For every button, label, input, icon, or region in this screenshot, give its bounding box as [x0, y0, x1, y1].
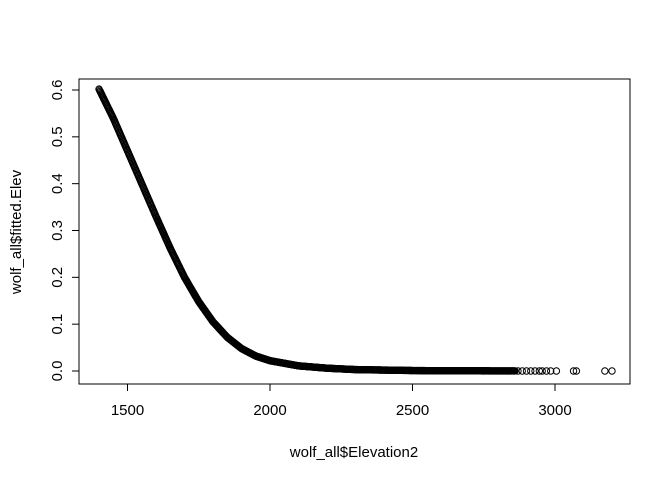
y-axis-label: wolf_all$fitted.Elev	[8, 169, 25, 295]
x-axis: 1500 2000 2500 3000	[111, 383, 572, 419]
x-tick-label: 3000	[538, 402, 571, 419]
data-point	[511, 367, 519, 375]
y-tick-label: 0.1	[49, 314, 66, 335]
y-tick-label: 0.4	[49, 173, 66, 194]
y-tick-label: 0.2	[49, 267, 66, 288]
x-tick-label: 2000	[253, 402, 286, 419]
y-tick-label: 0.3	[49, 220, 66, 241]
data-point	[514, 367, 522, 375]
x-axis-label: wolf_all$Elevation2	[289, 444, 418, 461]
data-point	[527, 367, 535, 375]
data-point	[547, 367, 555, 375]
y-axis: 0.0 0.1 0.2 0.3 0.4 0.5 0.6	[49, 80, 80, 382]
x-tick-label: 2500	[396, 402, 429, 419]
x-tick-label: 1500	[111, 402, 144, 419]
data-point	[522, 367, 531, 375]
data-point	[569, 367, 578, 375]
data-point	[572, 367, 581, 375]
data-point	[538, 367, 546, 375]
data-point	[601, 367, 609, 375]
data-point	[518, 367, 526, 375]
data-point	[608, 367, 616, 375]
data-points	[95, 85, 616, 375]
data-point	[552, 367, 561, 375]
data-point	[535, 367, 544, 375]
y-tick-label: 0.6	[49, 80, 66, 101]
y-tick-label: 0.5	[49, 126, 66, 147]
data-point	[531, 367, 539, 375]
data-point	[542, 367, 551, 375]
y-tick-label: 0.0	[49, 361, 66, 382]
